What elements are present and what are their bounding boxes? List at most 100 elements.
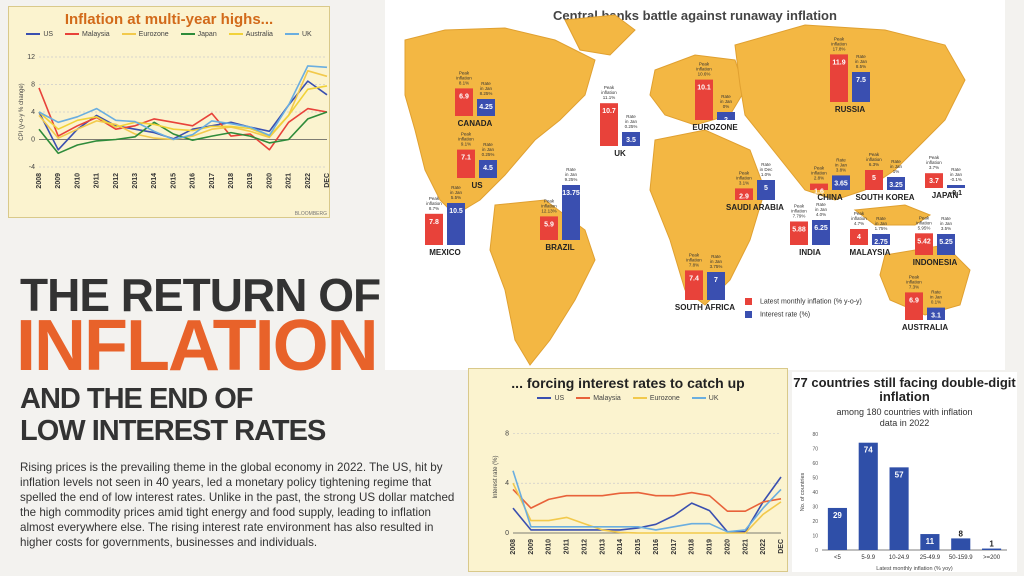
x-tick-label: 2017 <box>671 539 678 555</box>
rate-note-line2: in Jan <box>815 207 828 212</box>
x-tick-label: 2014 <box>617 539 624 555</box>
rate-note-line1: Rate <box>481 81 491 86</box>
peak-note-line2: inflation <box>791 208 807 213</box>
rate-note-line1: Rate <box>483 142 493 147</box>
inflation-bar <box>830 54 848 102</box>
rate-value-label: 4.25 <box>479 104 493 111</box>
indonesia-shape <box>853 204 932 226</box>
inflation-value-label: 5 <box>872 175 876 182</box>
inflation-value-label: 6.9 <box>909 297 919 304</box>
inflation-bar <box>457 149 475 178</box>
x-tick-label: 2011 <box>94 173 101 188</box>
legend-entry-us: US <box>26 31 53 38</box>
y-tick-label: 40 <box>812 490 818 496</box>
headline-line3: AND THE END OF LOW INTEREST RATES <box>20 383 326 447</box>
x-tick-label: 2021 <box>286 173 293 189</box>
x-tick-label: 2010 <box>74 173 81 189</box>
rate-value-label: 3.5 <box>626 137 636 144</box>
rate-value-label: 7 <box>714 277 718 284</box>
rate-note-line3: 8.25% <box>480 91 493 96</box>
x-tick-label: 2011 <box>564 539 571 554</box>
rate-bar <box>887 177 905 190</box>
inflation-bar <box>540 216 558 240</box>
country-label: AUSTRALIA <box>902 323 948 332</box>
rate-legend-label: Interest rate (%) <box>759 311 811 319</box>
rate-note-line3: 3.8% <box>836 167 846 172</box>
peak-note-line3: 3.7% <box>929 165 939 170</box>
peak-note-line1: Peak <box>604 85 615 90</box>
bar-0 <box>827 507 847 550</box>
rate-note-line3: 3.75% <box>710 264 723 269</box>
series-line-us <box>512 476 782 533</box>
legend-entry-us: US <box>537 395 564 402</box>
rate-value-label: 5.25 <box>939 239 953 246</box>
rate-value-label: 6.25 <box>814 225 828 232</box>
x-tick-label: 50-159.9 <box>949 555 973 561</box>
inflation-value-label: 5.42 <box>917 238 931 245</box>
x-tick-label: <5 <box>834 555 842 561</box>
inflation-bar <box>850 229 868 245</box>
peak-note-line1: Peak <box>834 36 845 41</box>
x-tick-label: 2019 <box>247 173 254 189</box>
interest-chart-title: ... forcing interest rates to catch up <box>511 375 745 391</box>
x-tick-label: 2008 <box>36 173 43 189</box>
rate-bar <box>479 160 497 178</box>
peak-note-line3: 7.8% <box>689 262 699 267</box>
inflation-swatch <box>745 298 752 305</box>
inflation-chart-panel: Inflation at multi-year highs... US Malay… <box>8 6 331 218</box>
rate-note-line1: Rate <box>836 157 846 162</box>
legend-label: Eurozone <box>649 395 680 402</box>
rate-value-label: 5 <box>764 185 768 192</box>
rate-bar <box>707 272 725 300</box>
rate-note-line3: 1.75% <box>875 226 888 231</box>
x-tick-label: 2022 <box>760 539 767 555</box>
peak-note-line1: Peak <box>689 252 700 257</box>
peak-note-line2: inflation <box>696 67 712 72</box>
country-label: MEXICO <box>429 248 461 257</box>
inflation-value-label: 7.8 <box>429 219 439 226</box>
y-tick-label: 60 <box>812 461 818 467</box>
rate-note-line1: Rate <box>711 254 721 259</box>
peak-note-line2: inflation <box>686 257 702 262</box>
x-tick-label: 2018 <box>689 539 696 555</box>
y-tick-label: 50 <box>812 476 818 482</box>
series-line-uk <box>38 65 328 141</box>
peak-note-line1: Peak <box>814 166 825 171</box>
rate-value-label: 3.1 <box>931 313 941 320</box>
interest-rate-chart-panel: ... forcing interest rates to catch up U… <box>468 368 788 572</box>
x-tick-label: 2009 <box>55 173 62 189</box>
legend-swatch <box>121 33 136 36</box>
inflation-value-label: 10.7 <box>602 108 616 115</box>
bar-4 <box>951 538 971 550</box>
y-tick-label: 80 <box>812 432 818 438</box>
rate-note-line3: 9.25% <box>565 177 578 182</box>
y-tick-label: 0 <box>815 548 818 554</box>
peak-note-line2: inflation <box>906 279 922 284</box>
inflation-bar <box>695 79 713 120</box>
greenland-shape <box>564 14 636 56</box>
rate-value-label: 3.65 <box>834 180 848 187</box>
y-tick-label: 8 <box>31 82 35 89</box>
peak-note-line1: Peak <box>794 203 805 208</box>
bar-value-label: 11 <box>926 537 935 546</box>
y-tick-label: 8 <box>505 430 509 437</box>
rate-bar <box>947 185 965 188</box>
rate-bar <box>872 234 890 245</box>
inflation-value-label: 6.9 <box>459 93 469 100</box>
x-tick-label: DEC <box>324 173 331 188</box>
series-line-malaysia <box>38 87 328 151</box>
double-digit-panel: 77 countries still facing double-digit i… <box>792 372 1017 572</box>
inflation-bar <box>455 88 473 116</box>
rate-bar <box>622 132 640 146</box>
